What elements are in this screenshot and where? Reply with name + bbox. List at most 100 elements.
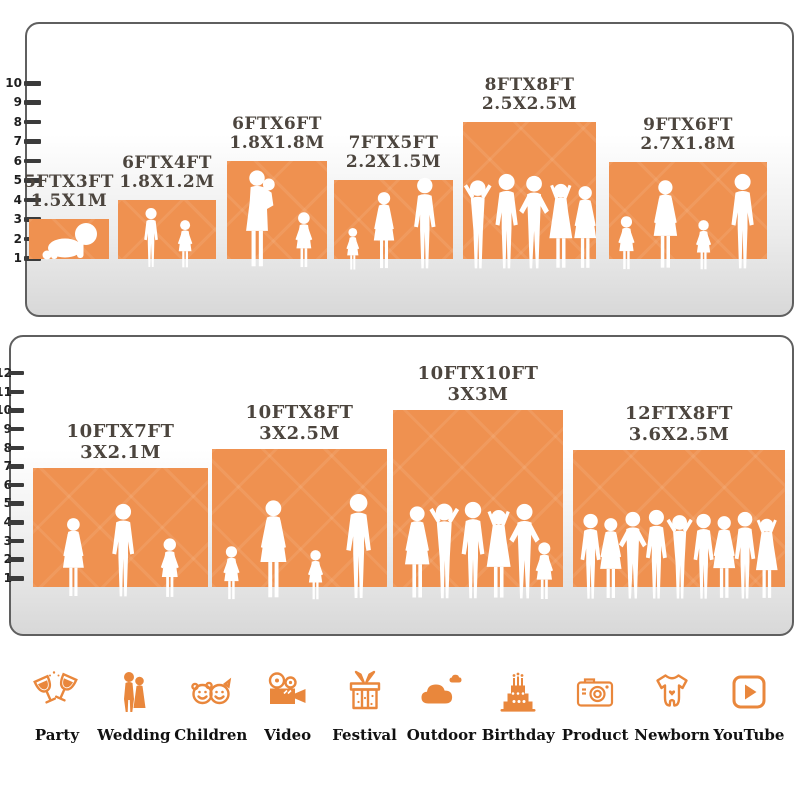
category-label: Outdoor (406, 726, 477, 744)
category-festival: Festival (328, 668, 402, 744)
ruler-number: 12 (0, 365, 12, 381)
ruler-tick (24, 178, 41, 183)
silhouette-group (435, 173, 624, 271)
silhouette-girl (177, 220, 193, 268)
backdrop-size-label: 10FTX8FT 3X2.5M (246, 402, 354, 444)
category-label: Birthday (481, 726, 555, 744)
ruler-number: 3 (0, 533, 12, 549)
ruler-tick (8, 408, 24, 413)
ruler-tick (8, 426, 24, 432)
backdrop-bar-9ftx6ft (609, 162, 767, 270)
ruler-number: 9 (13, 95, 22, 110)
ruler-number: 1 (0, 570, 12, 586)
youtube-icon (732, 675, 766, 709)
ruler-number: 2 (0, 551, 12, 567)
backdrop-bar-7ftx5ft (334, 177, 453, 270)
ruler-tick (8, 520, 24, 525)
size-m-text: 1.8X1.8M (229, 133, 325, 154)
silhouette-girl (618, 216, 635, 270)
category-youtube: YouTube (712, 668, 786, 744)
category-video: Video (251, 668, 325, 744)
ruler-tick (8, 501, 24, 506)
size-ft-text: 5FTX3FT (24, 172, 114, 192)
size-ft-text: 10FTX10FT (417, 363, 539, 384)
silhouette-man-arms-up (429, 503, 460, 599)
size-ft-text: 6FTX4FT (122, 153, 212, 173)
backdrop-size-label: 6FTX6FT 1.8X1.8M (229, 114, 325, 154)
silhouette-crawling-baby (42, 223, 97, 260)
silhouette-woman (600, 518, 622, 598)
silhouette-group (306, 177, 481, 271)
ruler-tick (8, 445, 24, 451)
ruler-tick (8, 389, 24, 395)
backdrop-size-label: 10FTX10FT 3X3M (417, 363, 539, 405)
backdrop-bar-10ftx8ft (212, 449, 387, 600)
category-label: Newborn (634, 726, 710, 744)
outdoor-icon (421, 674, 462, 704)
size-ft-text: 6FTX6FT (232, 114, 322, 134)
ruler-tick (24, 81, 41, 86)
backdrop-size-label: 8FTX8FT 2.5X2.5M (482, 75, 577, 115)
size-m-text: 1.8X1.2M (119, 172, 215, 193)
backdrop-size-label: 9FTX6FT 2.7X1.8M (640, 115, 736, 155)
ruler-tick (24, 100, 41, 105)
party-icon (33, 671, 78, 704)
category-product: Product (558, 668, 632, 744)
category-label: Video (264, 726, 312, 744)
festival-icon (349, 670, 380, 710)
silhouette-man-arms-up (464, 180, 492, 269)
birthday-icon (500, 672, 536, 712)
category-wedding: Wedding (97, 668, 171, 744)
silhouette-man (461, 501, 485, 599)
ruler-number: 1 (13, 251, 22, 265)
ruler-number: 8 (0, 440, 12, 456)
silhouette-girl (535, 542, 554, 599)
size-m-text: 3X2.5M (259, 422, 340, 444)
ruler-number: 5 (13, 173, 22, 188)
ruler-number: 11 (0, 384, 12, 400)
silhouette-man (112, 503, 135, 597)
silhouette-man (645, 509, 667, 599)
backdrop-bar-6ftx4ft (118, 200, 216, 268)
silhouette-girl (346, 227, 360, 270)
category-newborn: Newborn (634, 668, 710, 744)
category-label: Wedding (97, 726, 171, 744)
ruler-number: 7 (13, 134, 22, 149)
silhouette-woman (713, 516, 735, 598)
size-ft-text: 9FTX6FT (643, 115, 733, 135)
category-party: Party (20, 668, 94, 744)
silhouette-man-hands-on-hips (618, 511, 647, 599)
silhouette-group (545, 509, 800, 601)
ruler-number: 10 (5, 76, 22, 91)
backdrop-bar-6ftx6ft (227, 161, 327, 268)
category-label: Children (174, 726, 248, 744)
category-birthday: Birthday (481, 668, 555, 744)
silhouette-man-hands-on-hips (509, 503, 540, 599)
silhouette-boy (144, 207, 158, 268)
silhouette-man (346, 493, 372, 599)
silhouette-group (199, 169, 355, 269)
ruler-tick (24, 139, 41, 144)
silhouette-man (414, 177, 436, 269)
silhouette-man (580, 513, 601, 599)
silhouette-man (693, 513, 714, 599)
backdrop-bar-8ftx8ft (463, 122, 596, 269)
silhouette-group (581, 173, 795, 271)
silhouette-man (495, 173, 518, 269)
silhouette-woman (573, 186, 596, 268)
backdrop-size-label: 10FTX7FT 3X2.1M (67, 421, 175, 463)
size-m-text: 3X2.1M (80, 441, 161, 463)
silhouette-group (365, 499, 591, 601)
video-icon (268, 672, 306, 704)
size-ft-text: 8FTX8FT (484, 75, 575, 95)
silhouette-girl (222, 546, 240, 600)
ruler-number: 6 (13, 153, 22, 168)
ruler-tick (8, 370, 24, 376)
silhouette-man (735, 511, 756, 599)
category-outdoor: Outdoor (404, 668, 478, 744)
ruler-tick (24, 119, 41, 125)
silhouette-woman (260, 500, 287, 598)
backdrop-size-label: 12FTX8FT 3.6X2.5M (625, 403, 733, 445)
size-m-text: 2.7X1.8M (640, 134, 736, 155)
